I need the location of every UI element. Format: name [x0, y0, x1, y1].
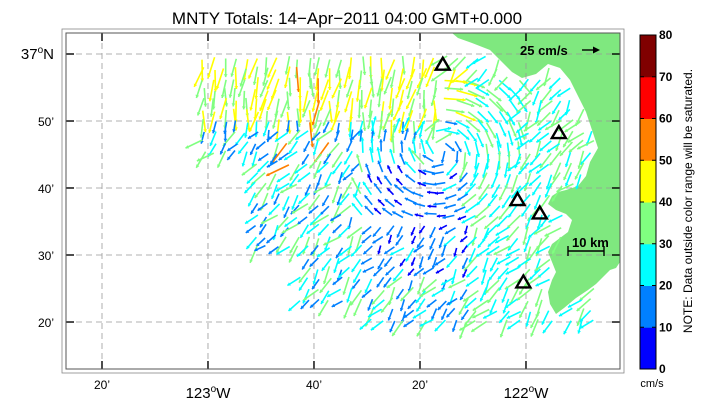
colorbar-segment: [640, 286, 656, 328]
current-vector: [235, 67, 236, 89]
colorbar-segment: [640, 77, 656, 119]
lat-label: 37oN: [21, 45, 54, 63]
lon-label: 40’: [306, 378, 322, 392]
colorbar-segment: [640, 119, 656, 161]
colorbar-tick-label: 20: [659, 279, 673, 293]
colorbar-tick-label: 70: [659, 70, 673, 84]
lat-label: 20’: [38, 316, 54, 330]
colorbar-segment: [640, 244, 656, 286]
colorbar-segment: [640, 202, 656, 244]
current-vector: [215, 70, 216, 92]
lat-label: 40’: [38, 182, 54, 196]
colorbar-tick-label: 0: [659, 362, 666, 376]
colorbar-segment: [640, 327, 656, 369]
colorbar-tick-label: 80: [659, 28, 673, 42]
colorbar-note: NOTE: Data outside color range will be s…: [681, 69, 695, 333]
colorbar-tick-label: 30: [659, 237, 673, 251]
colorbar-segment: [640, 35, 656, 77]
longitude-labels: 20’ 123oW 40’ 20’ 122oW: [94, 378, 549, 402]
lon-label: 20’: [412, 378, 428, 392]
current-vector: [236, 101, 237, 123]
colorbar-tick-label: 60: [659, 112, 673, 126]
lon-label: 123oW: [186, 384, 232, 402]
lon-label: 20’: [94, 378, 110, 392]
colorbar-segment: [640, 160, 656, 202]
colorbar-unit: cm/s: [640, 378, 664, 390]
colorbar-tick-label: 40: [659, 195, 673, 209]
plot-area: [62, 29, 624, 373]
map-title: MNTY Totals: 14−Apr−2011 04:00 GMT+0.000: [172, 9, 522, 28]
lon-label: 122oW: [504, 384, 550, 402]
lat-label: 50’: [38, 115, 54, 129]
colorbar: 0 10 20 30 40 50 60 70 80: [640, 28, 673, 376]
scale-arrow-label: 25 cm/s: [520, 43, 568, 58]
colorbar-tick-label: 50: [659, 153, 673, 167]
latitude-labels: 37oN 50’ 40’ 30’ 20’: [21, 45, 54, 330]
colorbar-tick-label: 10: [659, 320, 673, 334]
lat-label: 30’: [38, 249, 54, 263]
